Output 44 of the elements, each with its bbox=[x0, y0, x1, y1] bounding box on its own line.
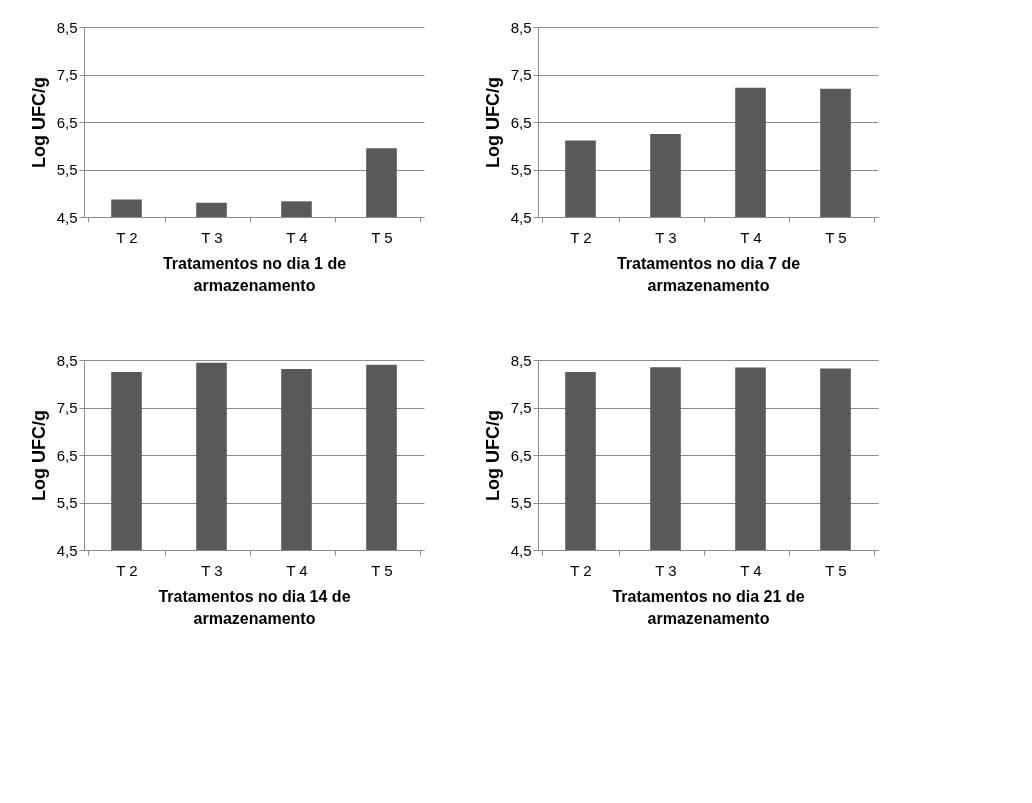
x-tick-label: T 3 bbox=[655, 561, 677, 579]
x-tick-label: T 2 bbox=[116, 228, 138, 246]
x-tick-label: T 4 bbox=[740, 228, 762, 246]
x-tick-label: T 3 bbox=[655, 228, 677, 246]
y-tick-label: 7,5 bbox=[510, 66, 532, 83]
y-tick-label: 8,5 bbox=[510, 18, 532, 36]
x-tick-label: T 5 bbox=[371, 228, 393, 246]
y-axis-title: Log UFC/g bbox=[482, 77, 503, 168]
y-tick-label: 7,5 bbox=[56, 399, 78, 416]
x-tick-label: T 4 bbox=[286, 561, 308, 579]
y-tick-label: 6,5 bbox=[56, 113, 78, 131]
y-axis-title: Log UFC/g bbox=[28, 410, 49, 501]
x-tick-label: T 5 bbox=[371, 561, 393, 579]
x-tick-label: T 5 bbox=[825, 228, 847, 246]
y-tick-label: 7,5 bbox=[56, 66, 78, 83]
x-tick-label: T 2 bbox=[570, 228, 592, 246]
x-axis-title: Tratamentos no dia 1 de armazenamento bbox=[162, 254, 347, 294]
x-tick-label: T 4 bbox=[740, 561, 762, 579]
y-tick-label: 5,5 bbox=[510, 161, 532, 178]
y-tick-label: 6,5 bbox=[510, 113, 532, 131]
x-tick-label: T 2 bbox=[570, 561, 592, 579]
y-tick-label: 4,5 bbox=[56, 541, 78, 559]
y-tick-label: 4,5 bbox=[510, 208, 532, 226]
x-axis-title: Tratamentos no dia 7 de armazenamento bbox=[616, 254, 801, 294]
y-tick-label: 5,5 bbox=[56, 494, 78, 511]
x-tick-label: T 3 bbox=[201, 561, 223, 579]
y-tick-label: 8,5 bbox=[510, 351, 532, 369]
x-tick-label: T 3 bbox=[201, 228, 223, 246]
y-tick-label: 4,5 bbox=[56, 208, 78, 226]
y-axis-title: Log UFC/g bbox=[28, 77, 49, 168]
y-tick-label: 5,5 bbox=[56, 161, 78, 178]
x-tick-label: T 4 bbox=[286, 228, 308, 246]
y-tick-label: 8,5 bbox=[56, 351, 78, 369]
y-tick-label: 8,5 bbox=[56, 18, 78, 36]
x-axis-title: Tratamentos no dia 21 de armazenamento bbox=[612, 587, 805, 627]
y-tick-label: 4,5 bbox=[510, 541, 532, 559]
y-tick-label: 5,5 bbox=[510, 494, 532, 511]
x-tick-label: T 2 bbox=[116, 561, 138, 579]
x-axis-title: Tratamentos no dia 14 de armazenamento bbox=[158, 587, 351, 627]
y-tick-label: 6,5 bbox=[56, 446, 78, 464]
x-tick-label: T 5 bbox=[825, 561, 847, 579]
y-axis-title: Log UFC/g bbox=[482, 410, 503, 501]
y-tick-label: 6,5 bbox=[510, 446, 532, 464]
y-tick-label: 7,5 bbox=[510, 399, 532, 416]
